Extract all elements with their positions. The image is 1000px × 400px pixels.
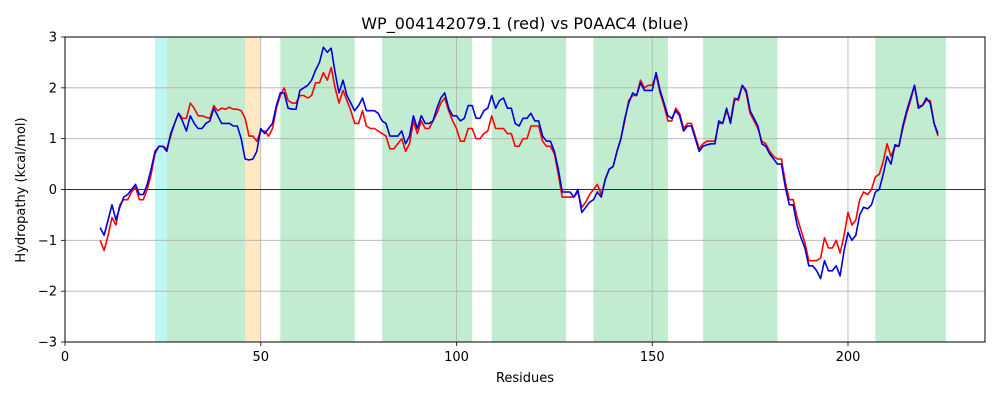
y-tick-label: 0 [49,183,57,198]
y-tick-label: −2 [38,285,57,300]
series-line-red [99,66,939,262]
x-tick-label: 150 [640,350,665,365]
y-tick-label: 1 [49,132,57,147]
chart-title: WP_004142079.1 (red) vs P0AAC4 (blue) [361,14,689,34]
y-tick-label: 2 [49,81,57,96]
series-lines [99,46,939,280]
x-tick-label: 100 [444,350,469,365]
x-tick-label: 200 [836,350,861,365]
y-tick-label: −1 [38,234,57,249]
series-line-blue [99,46,939,280]
x-axis-label: Residues [496,371,554,386]
x-axis-ticks: 0 50 100 150 200 [61,342,861,365]
y-axis-ticks: −3 −2 −1 0 1 2 3 [38,31,65,351]
x-tick-label: 0 [61,350,69,365]
y-axis-label: Hydropathy (kcal/mol) [14,117,29,262]
y-tick-label: −3 [38,336,57,351]
y-tick-label: 3 [49,31,57,46]
x-tick-label: 50 [252,350,269,365]
